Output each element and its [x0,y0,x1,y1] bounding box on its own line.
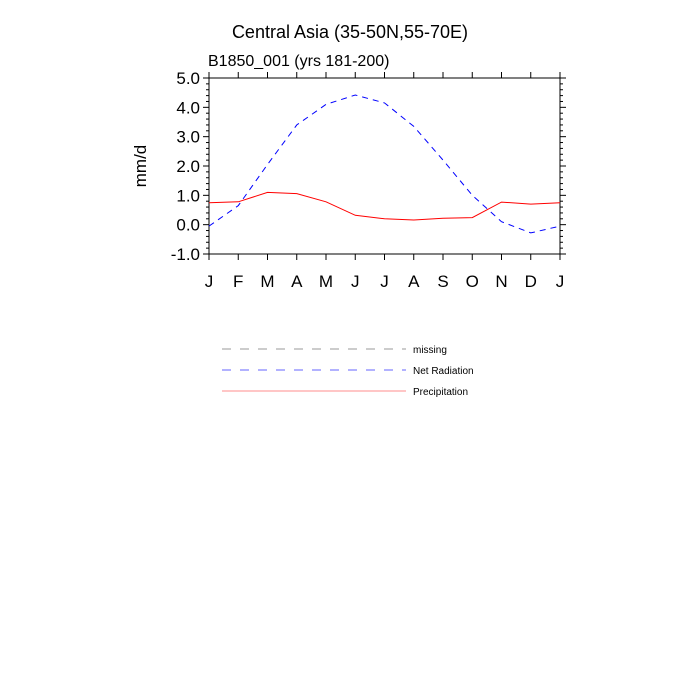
legend-label: Precipitation [413,387,468,398]
x-tick-label: O [466,272,479,291]
x-tick-label: A [408,272,420,291]
y-tick-label: 5.0 [176,69,200,88]
x-tick-label: J [351,272,360,291]
legend-label: Net Radiation [413,366,474,377]
y-tick-label: 4.0 [176,98,200,117]
legend-label: missing [413,345,447,356]
chart-title: Central Asia (35-50N,55-70E) [232,22,468,42]
x-tick-label: J [556,272,565,291]
x-tick-label: J [205,272,214,291]
x-tick-label: M [319,272,333,291]
x-tick-label: N [495,272,507,291]
x-tick-label: J [380,272,389,291]
x-tick-label: S [437,272,448,291]
x-tick-label: D [525,272,537,291]
y-tick-label: 2.0 [176,157,200,176]
y-tick-label: 1.0 [176,186,200,205]
y-tick-label: 0.0 [176,216,200,235]
legend: missing Net Radiation Precipitation [222,345,474,398]
axis-ticks: 5.04.03.02.01.00.0-1.0J F M A M J J A S O N D J [171,69,566,291]
series-line-precipitation [208,191,561,221]
y-axis-label: mm/d [131,145,150,188]
x-tick-label: M [260,272,274,291]
x-tick-label: A [291,272,303,291]
chart-subtitle: B1850_001 (yrs 181-200) [208,53,389,70]
plot-frame [208,77,561,255]
series-layer [208,94,561,234]
y-tick-label: 3.0 [176,128,200,147]
y-tick-label: -1.0 [171,245,200,264]
x-tick-label: F [233,272,243,291]
series-line-net-radiation [208,94,561,234]
